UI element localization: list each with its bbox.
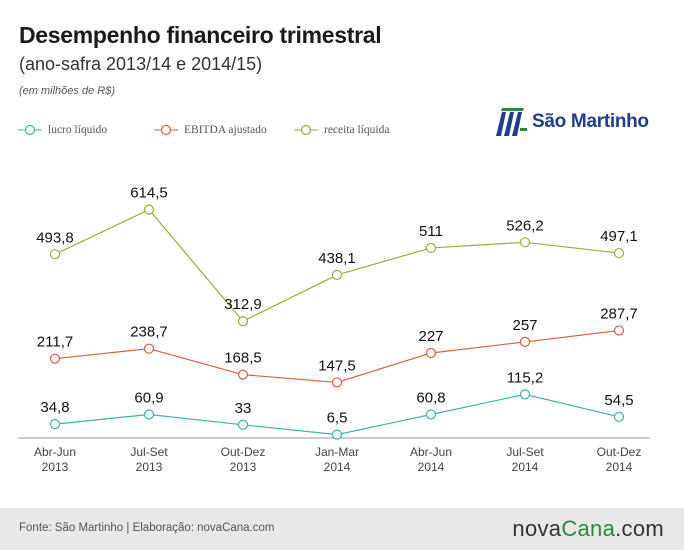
x-tick-label: 2014 [606, 460, 633, 474]
x-tick-label: 2014 [512, 460, 539, 474]
data-label: 33 [235, 400, 252, 417]
legend-label-ebitda: EBITDA ajustado [184, 124, 267, 136]
x-tick-label: Abr-Jun [34, 445, 76, 459]
unit-note: (em milhões de R$) [19, 85, 115, 97]
data-label: 168,5 [224, 350, 262, 367]
data-point [519, 389, 531, 400]
brand-accent: Cana [561, 516, 616, 541]
data-label: 257 [512, 317, 537, 334]
novacana-brand: novaCana.com [512, 516, 664, 542]
x-tick-label: 2013 [136, 460, 163, 474]
legend-label-lucro: lucro líquido [48, 124, 108, 136]
data-point [425, 347, 437, 359]
logo-text: São Martinho [532, 111, 649, 132]
x-tick-label: Out-Dez [597, 445, 642, 459]
legend-item-receita: receita líquida [294, 124, 389, 136]
legend-label-receita: receita líquida [324, 124, 390, 136]
legend-item-ebitda: EBITDA ajustado [154, 124, 267, 136]
data-point [519, 336, 531, 348]
data-point [49, 249, 61, 260]
data-label: 54,5 [604, 392, 633, 409]
x-tick-label: 2014 [418, 460, 445, 474]
x-tick-label: 2013 [42, 460, 69, 474]
chart-title: Desempenho financeiro trimestral [19, 22, 382, 48]
legend-marker-receita [294, 124, 318, 136]
brand-prefix: nova [512, 516, 562, 541]
data-label: 238,7 [130, 324, 168, 341]
data-point [425, 409, 437, 420]
data-point [49, 419, 61, 430]
data-point [613, 411, 625, 422]
data-point [519, 237, 531, 248]
data-label: 493,8 [36, 229, 74, 246]
x-tick-label: Abr-Jun [410, 445, 452, 459]
data-label: 60,9 [134, 389, 163, 406]
x-tick-label: Out-Dez [221, 445, 266, 459]
data-point [143, 204, 155, 215]
source-note: Fonte: São Martinho | Elaboração: novaCa… [19, 522, 275, 534]
footer: Fonte: São Martinho | Elaboração: novaCa… [0, 508, 684, 550]
data-point [237, 316, 249, 327]
data-label: 227 [418, 328, 443, 345]
legend-marker-lucro [18, 124, 42, 136]
data-point [331, 377, 343, 388]
data-label: 211,7 [37, 334, 73, 351]
data-label: 614,5 [130, 185, 168, 202]
data-label: 287,7 [600, 306, 638, 323]
data-label: 438,1 [318, 250, 356, 267]
x-tick-label: Jul-Set [506, 445, 544, 459]
x-tick-label: Jul-Set [130, 445, 168, 459]
legend-item-lucro: lucro líquido [18, 124, 107, 136]
legend-marker-ebitda [154, 124, 178, 136]
data-label: 511 [419, 223, 443, 240]
x-tick-label: 2013 [230, 460, 257, 474]
line-chart: Abr-Jun2013Jul-Set2013Out-Dez2013Jan-Mar… [18, 185, 650, 474]
chart-subtitle: (ano-safra 2013/14 e 2014/15) [19, 54, 263, 74]
x-tick-label: 2014 [324, 460, 351, 474]
data-point [143, 409, 155, 420]
data-point [237, 369, 249, 380]
data-point [613, 325, 625, 336]
data-label: 115,2 [507, 369, 543, 386]
sao-martinho-logo-icon [494, 106, 528, 138]
data-label: 312,9 [224, 296, 262, 313]
data-label: 34,8 [40, 399, 69, 416]
data-label: 497,1 [600, 228, 638, 245]
data-point [331, 429, 343, 440]
data-label: 147,5 [318, 357, 356, 374]
data-point [49, 353, 61, 364]
data-label: 60,8 [416, 390, 445, 407]
brand-suffix: .com [615, 516, 664, 541]
data-point [237, 419, 249, 430]
x-tick-label: Jan-Mar [315, 445, 359, 459]
data-point [331, 269, 343, 281]
data-label: 526,2 [506, 217, 544, 234]
data-point [143, 343, 155, 354]
data-point [613, 247, 625, 259]
data-label: 6,5 [327, 410, 348, 427]
data-point [425, 242, 437, 254]
sao-martinho-logo: São Martinho [494, 106, 649, 138]
